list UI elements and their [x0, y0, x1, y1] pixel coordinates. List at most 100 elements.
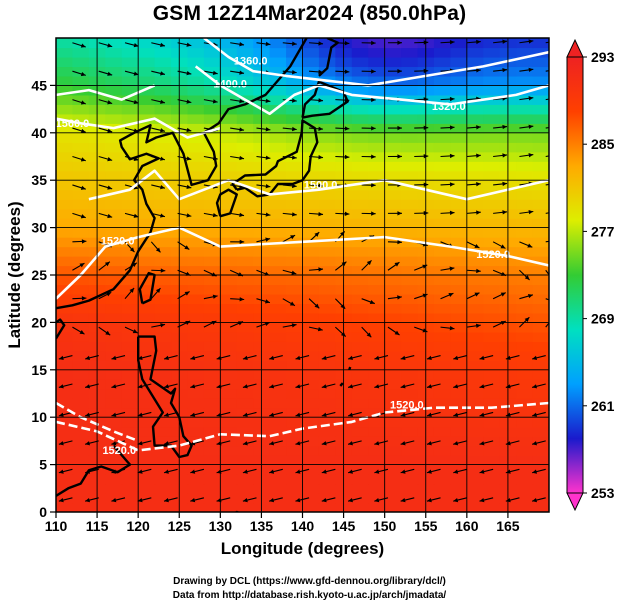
field-cell	[138, 208, 156, 219]
streamline-arrow	[374, 355, 380, 360]
field-cell	[302, 189, 320, 200]
field-cell	[532, 113, 549, 124]
field-cell	[433, 369, 451, 380]
field-cell	[368, 341, 386, 352]
field-cell	[516, 246, 534, 257]
field-cell	[433, 388, 451, 399]
streamline-arrow	[502, 39, 508, 44]
streamline-segment	[545, 183, 549, 186]
field-cell	[121, 56, 139, 68]
field-cell	[105, 104, 123, 115]
field-cell	[56, 360, 74, 371]
field-cell	[450, 189, 468, 200]
field-cell	[154, 199, 172, 210]
field-cell	[401, 123, 419, 134]
field-cell	[384, 483, 402, 494]
field-cell	[483, 284, 501, 295]
field-cell	[351, 293, 369, 305]
field-cell	[433, 161, 451, 172]
field-cell	[154, 66, 172, 77]
field-cell	[384, 369, 402, 380]
field-cell	[220, 360, 238, 371]
field-cell	[236, 341, 254, 352]
field-cell	[384, 493, 402, 504]
field-cell	[351, 38, 369, 49]
field-cell	[516, 417, 534, 428]
colorbar-tick-label: 261	[591, 398, 615, 414]
field-cell	[368, 464, 386, 475]
field-cell	[368, 483, 386, 494]
field-cell	[401, 199, 419, 210]
field-cell	[516, 455, 534, 466]
field-cell	[483, 180, 501, 191]
field-cell	[187, 426, 205, 437]
field-cell	[269, 246, 287, 257]
field-cell	[532, 142, 549, 153]
field-cell	[302, 483, 320, 494]
field-cell	[72, 151, 90, 162]
streamline-arrow	[318, 155, 324, 160]
field-cell	[401, 227, 419, 238]
streamline-arrow	[212, 70, 218, 76]
field-cell	[220, 265, 238, 276]
field-cell	[466, 123, 484, 134]
field-cell	[236, 303, 254, 314]
field-cell	[466, 275, 484, 286]
field-cell	[121, 218, 139, 229]
field-cell	[532, 66, 549, 77]
field-cell	[236, 445, 254, 456]
field-cell	[483, 227, 501, 238]
field-cell	[220, 142, 238, 153]
field-cell	[121, 123, 139, 134]
field-cell	[121, 341, 139, 352]
streamline-arrow	[476, 68, 481, 73]
field-cell	[466, 237, 484, 248]
field-cell	[138, 237, 156, 248]
field-cell	[351, 246, 369, 257]
field-cell	[269, 379, 287, 390]
field-cell	[121, 483, 139, 494]
field-cell	[154, 445, 172, 456]
field-cell	[351, 218, 369, 229]
field-cell	[72, 56, 90, 68]
field-cell	[187, 170, 205, 181]
field-cell	[138, 75, 156, 86]
field-cell	[483, 455, 501, 466]
field-cell	[203, 161, 221, 172]
streamline-arrow	[348, 497, 353, 503]
streamline-arrow	[107, 71, 113, 76]
streamline-arrow	[321, 384, 327, 389]
streamline-arrow	[239, 239, 245, 245]
streamline-arrow	[318, 267, 324, 272]
streamline-arrow	[555, 124, 560, 128]
streamline-arrow	[186, 42, 192, 47]
field-cell	[203, 474, 221, 485]
field-cell	[121, 237, 139, 248]
field-cell	[450, 436, 468, 447]
field-cell	[121, 170, 139, 181]
field-cell	[466, 56, 484, 68]
field-cell	[318, 436, 336, 447]
field-cell	[56, 474, 74, 485]
field-cell	[286, 189, 304, 200]
field-cell	[187, 350, 205, 361]
field-cell	[516, 47, 534, 58]
field-cell	[220, 388, 238, 399]
field-cell	[154, 483, 172, 494]
field-cell	[483, 66, 501, 77]
field-cell	[450, 123, 468, 134]
field-cell	[154, 75, 172, 86]
streamline-arrow	[160, 99, 165, 104]
field-cell	[154, 256, 172, 267]
x-tick-label: 125	[168, 518, 192, 534]
height-contour	[56, 401, 549, 452]
streamline-arrow	[212, 212, 218, 218]
field-cell	[450, 94, 468, 105]
field-cell	[286, 142, 304, 153]
field-cell	[532, 293, 549, 305]
field-cell	[532, 208, 549, 219]
coastline	[318, 38, 339, 77]
field-cell	[236, 312, 254, 323]
field-cell	[56, 113, 74, 124]
field-cell	[154, 85, 172, 96]
